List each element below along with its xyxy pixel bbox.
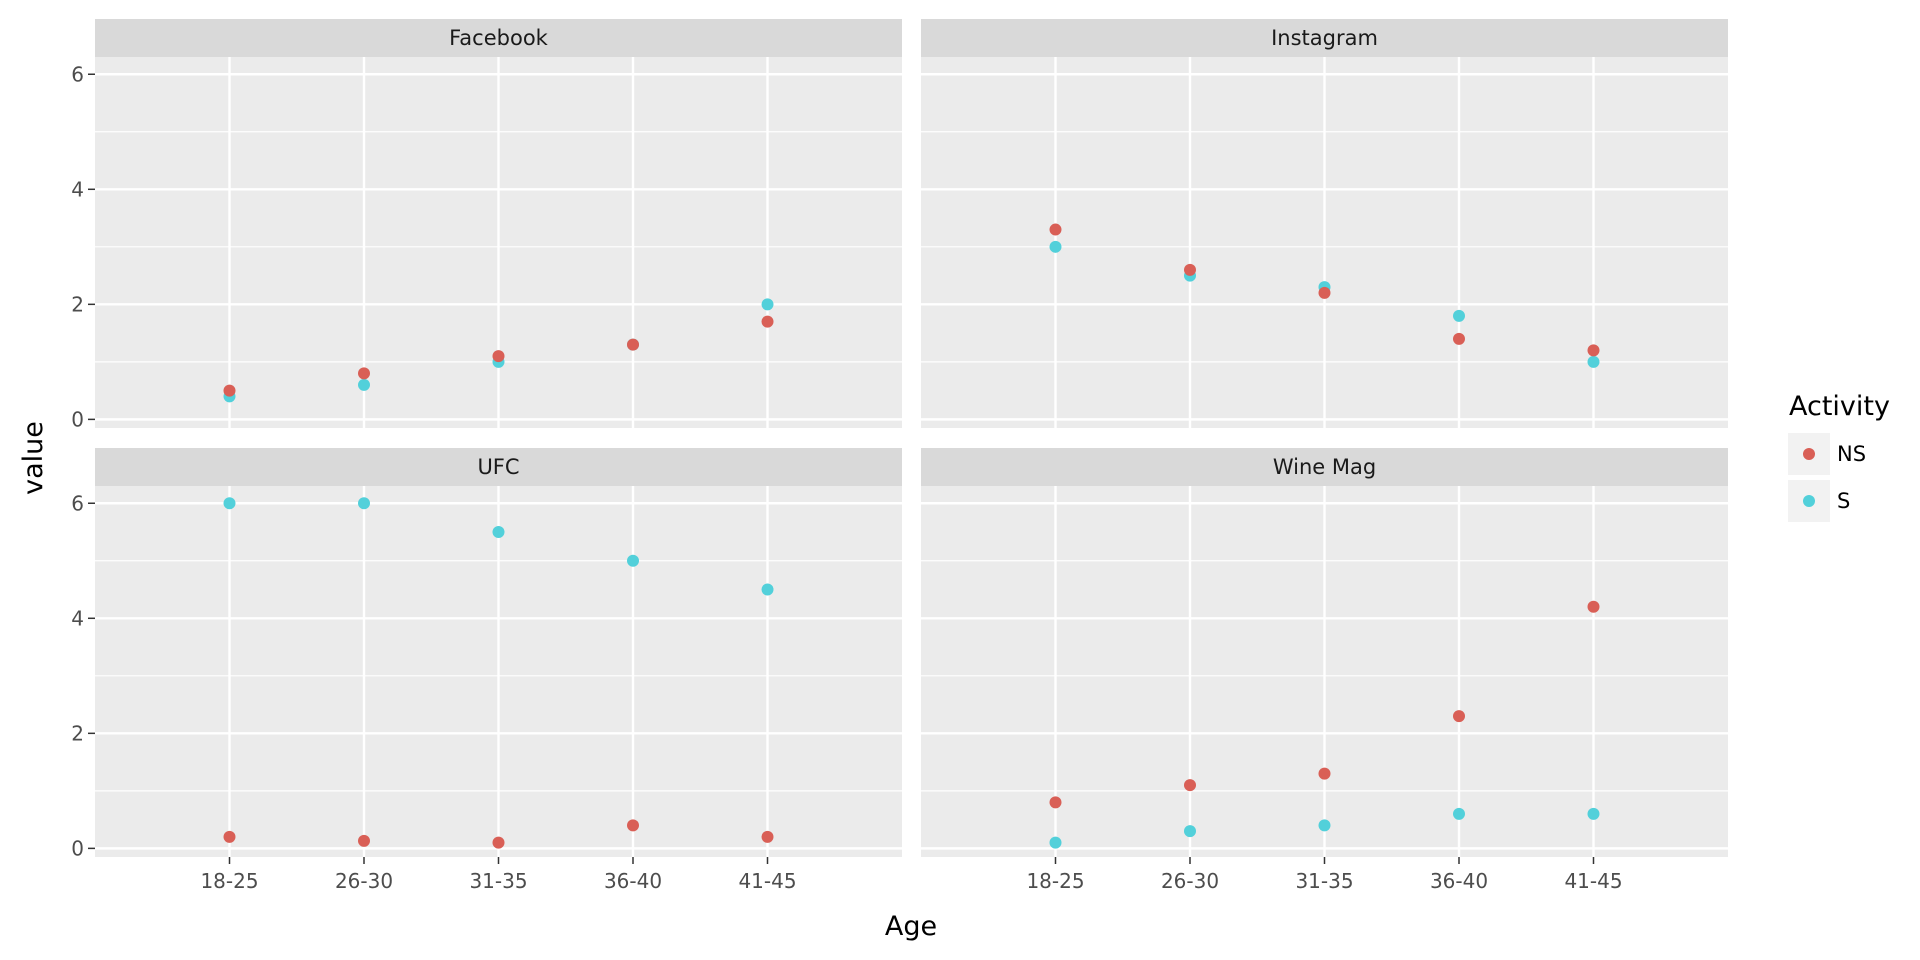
x-tick-label: 41-45 <box>738 869 796 893</box>
point-s <box>761 583 774 596</box>
point-s <box>1049 240 1062 253</box>
point-s <box>1049 836 1062 849</box>
y-tick-label: 4 <box>71 606 84 630</box>
panel-title: Instagram <box>1271 26 1378 50</box>
point-s <box>1587 355 1600 368</box>
legend-label: NS <box>1837 442 1866 466</box>
point-s <box>1184 825 1196 838</box>
point-ns <box>761 315 774 328</box>
point-ns <box>492 836 505 849</box>
legend: Activity NS S <box>1788 391 1890 522</box>
point-s <box>1453 807 1465 820</box>
legend-title: Activity <box>1789 391 1890 422</box>
point-ns <box>223 830 236 843</box>
x-tick-label: 26-30 <box>1161 869 1219 893</box>
y-tick-label: 2 <box>71 292 84 316</box>
point-s <box>1453 309 1465 322</box>
panel-title: Facebook <box>449 26 549 50</box>
point-ns <box>1318 286 1331 299</box>
point-ns <box>358 834 370 847</box>
point-ns <box>223 384 236 397</box>
y-tick-label: 2 <box>71 721 84 745</box>
x-axis-title: Age <box>885 911 937 942</box>
point-ns <box>761 830 774 843</box>
y-axis-title: value <box>18 421 49 495</box>
point-ns <box>1184 779 1196 792</box>
point-s <box>1587 807 1600 820</box>
panel-strip <box>95 19 902 57</box>
point-ns <box>1453 710 1465 723</box>
point-ns <box>1049 796 1062 809</box>
point-s <box>358 497 370 510</box>
panel-strip <box>921 19 1728 57</box>
legend-key-s <box>1803 495 1815 507</box>
panel-title: Wine Mag <box>1273 455 1376 479</box>
point-ns <box>1453 332 1465 345</box>
point-ns <box>1318 767 1331 780</box>
x-tick-label: 18-25 <box>200 869 258 893</box>
point-ns <box>1184 263 1196 276</box>
x-tick-label: 41-45 <box>1564 869 1622 893</box>
x-tick-label: 36-40 <box>1430 869 1488 893</box>
point-s <box>1318 819 1331 832</box>
point-s <box>223 497 236 510</box>
panel-strip <box>921 448 1728 486</box>
point-ns <box>1587 344 1600 357</box>
legend-label: S <box>1837 489 1850 513</box>
x-tick-label: 31-35 <box>469 869 527 893</box>
point-ns <box>358 367 370 380</box>
point-s <box>358 378 370 391</box>
x-tick-label: 26-30 <box>335 869 393 893</box>
point-ns <box>1587 600 1600 613</box>
point-ns <box>627 819 639 832</box>
y-tick-label: 0 <box>71 407 84 431</box>
panel-instagram: Instagram <box>921 19 1728 428</box>
y-tick-label: 6 <box>71 491 84 515</box>
x-tick-label: 36-40 <box>604 869 662 893</box>
panel-title: UFC <box>477 455 519 479</box>
point-ns <box>492 350 505 363</box>
y-tick-label: 0 <box>71 836 84 860</box>
y-tick-label: 6 <box>71 62 84 86</box>
point-s <box>627 554 639 567</box>
point-ns <box>1049 223 1062 236</box>
panel-strip <box>95 448 902 486</box>
y-tick-label: 4 <box>71 177 84 201</box>
x-tick-label: 18-25 <box>1026 869 1084 893</box>
panel-ufc: UFC 0 2 4 6 18-25 26-30 31-35 36-40 41-45 <box>71 448 902 893</box>
point-s <box>761 298 774 311</box>
panel-facebook: Facebook 0 2 4 6 <box>71 19 902 431</box>
panels-layer: Facebook 0 2 4 6 Instagram UFC 0 2 4 6 18-25 26-30 31… <box>71 19 1728 893</box>
panel-wine-mag: Wine Mag 18-25 26-30 31-35 36-40 41-45 <box>921 448 1728 893</box>
legend-key-ns <box>1803 448 1815 460</box>
point-ns <box>627 338 639 351</box>
x-tick-label: 31-35 <box>1295 869 1353 893</box>
point-s <box>492 526 505 539</box>
